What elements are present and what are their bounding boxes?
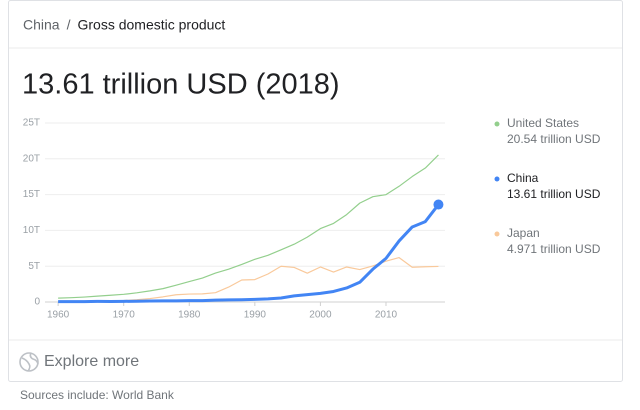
legend-marker [494, 121, 500, 127]
legend-marker [494, 231, 500, 237]
legend-name: China [507, 171, 539, 185]
globe-icon [19, 352, 39, 372]
headline: 13.61 trillion USD (2018) [22, 69, 340, 101]
x-tick-label: 2010 [375, 310, 398, 321]
legend-name: United States [507, 116, 579, 130]
x-tick-label: 2000 [309, 310, 332, 321]
y-tick-label: 5T [28, 261, 40, 272]
series-line [58, 203, 440, 304]
y-tick-label: 0 [34, 297, 40, 308]
legend-name: Japan [507, 226, 540, 240]
y-tick-label: 10T [23, 225, 40, 236]
y-tick-label: 25T [23, 118, 40, 129]
x-tick-label: 1990 [244, 310, 267, 321]
breadcrumb-separator: / [67, 17, 71, 33]
breadcrumb-link[interactable]: China [23, 17, 60, 33]
series-line [58, 154, 439, 299]
card [8, 0, 623, 382]
x-tick-label: 1970 [113, 310, 136, 321]
y-tick-label: 20T [23, 153, 40, 164]
explore-more[interactable]: Explore more [44, 353, 139, 370]
x-tick-label: 1980 [178, 310, 201, 321]
legend-marker [494, 176, 500, 182]
y-tick-label: 15T [23, 189, 40, 200]
end-point [433, 199, 444, 210]
x-tick-label: 1960 [47, 310, 70, 321]
legend-value: 13.61 trillion USD [507, 187, 601, 201]
legend-value: 4.971 trillion USD [507, 242, 601, 256]
breadcrumb-current: Gross domestic product [77, 17, 225, 33]
sources: Sources include: World Bank [20, 388, 175, 402]
legend-value: 20.54 trillion USD [507, 132, 601, 146]
